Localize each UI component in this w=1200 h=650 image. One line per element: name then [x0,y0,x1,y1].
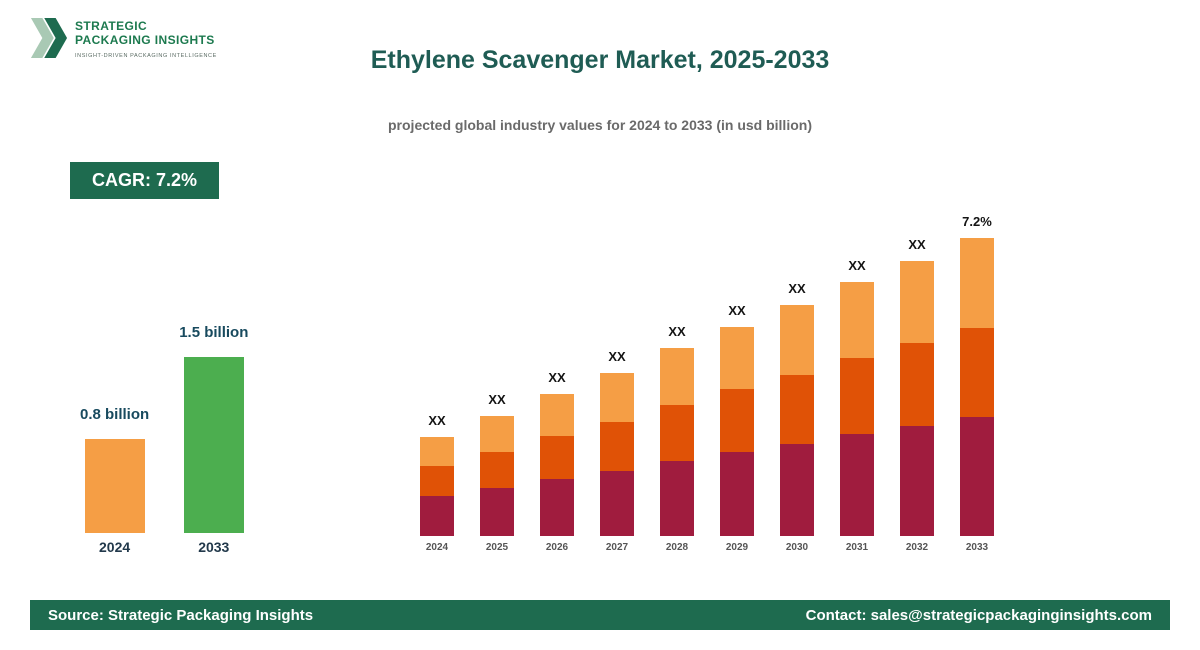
bar-segment-bottom [720,452,754,536]
growth-value-label: 1.5 billion [179,324,249,341]
bar-segment-bottom [900,426,934,536]
footer-contact: Contact: sales@strategicpackaginginsight… [805,606,1152,624]
stacked-bar-group: XX 2030 [780,281,814,553]
stacked-bar-group: XX 2026 [540,370,574,553]
cagr-badge: CAGR: 7.2% [70,162,220,199]
stacked-bar [960,238,994,536]
brand-logo: STRATEGIC PACKAGING INSIGHTS INSIGHT-DRI… [30,14,217,62]
bar-segment-bottom [600,471,634,536]
bar-segment-top [660,348,694,405]
stacked-bar-group: 7.2% 2033 [960,214,994,553]
bar-segment-top [720,327,754,389]
brand-logo-text: STRATEGIC PACKAGING INSIGHTS INSIGHT-DRI… [75,14,217,59]
stacked-bar [720,327,754,536]
stacked-year-label: 2024 [425,542,449,553]
stacked-bar-group: XX 2025 [480,392,514,553]
footer-source: Source: Strategic Packaging Insights [48,606,314,624]
footer-bar: Source: Strategic Packaging Insights Con… [30,600,1170,630]
bar-segment-middle [600,422,634,471]
bar-segment-top [600,373,634,422]
page-subtitle: projected global industry values for 202… [388,117,812,133]
stacked-bar-group: XX 2031 [840,258,874,553]
stacked-bar-group: XX 2028 [660,324,694,553]
bar-segment-middle [420,466,454,496]
bar-segment-top [480,416,514,452]
double-chevron-logo-icon [30,18,68,58]
bar-value-label: XX [608,349,626,364]
brand-name-line2: PACKAGING INSIGHTS [75,32,215,47]
growth-year-label: 2024 [99,539,131,555]
stacked-bar [420,437,454,536]
bar-value-label: XX [488,392,506,407]
bar-segment-top [540,394,574,436]
stacked-bar [840,282,874,536]
bar-segment-top [420,437,454,466]
bar-segment-middle [780,375,814,444]
stacked-year-label: 2027 [605,542,629,553]
bar-segment-middle [840,358,874,434]
brand-tagline: INSIGHT-DRIVEN PACKAGING INTELLIGENCE [75,52,217,59]
growth-value-label: 0.8 billion [80,406,150,423]
bar-value-label: XX [908,237,926,252]
stacked-bar-group: XX 2027 [600,349,634,553]
stacked-bar [600,373,634,536]
bar-segment-bottom [420,496,454,536]
growth-bar-group: 1.5 billion 2033 [179,324,248,555]
bar-segment-middle [480,452,514,488]
bar-value-label: XX [728,303,746,318]
bar-segment-bottom [660,461,694,536]
stacked-chart: XX 2024 XX 2025 XX 2026 XX 2027 XX 2028 XX 2029 XX 20… [420,214,994,553]
bar-segment-top [960,238,994,328]
stacked-bar [660,348,694,536]
stacked-year-label: 2032 [905,542,929,553]
stacked-year-label: 2031 [845,542,869,553]
bar-segment-middle [960,328,994,417]
stacked-bar-group: XX 2032 [900,237,934,553]
stacked-year-label: 2030 [785,542,809,553]
bar-value-label: 7.2% [962,214,992,229]
stacked-bar [900,261,934,536]
bar-value-label: XX [428,413,446,428]
stacked-year-label: 2026 [545,542,569,553]
bar-value-label: XX [848,258,866,273]
bar-segment-bottom [480,488,514,536]
stacked-year-label: 2025 [485,542,509,553]
growth-year-label: 2033 [198,539,230,555]
bar-segment-middle [660,405,694,461]
stacked-bar [780,305,814,536]
stacked-bar-group: XX 2024 [420,413,454,553]
bar-segment-bottom [540,479,574,536]
growth-chart: 0.8 billion 2024 1.5 billion 2033 [80,324,248,555]
page-title: Ethylene Scavenger Market, 2025-2033 [370,46,830,74]
bar-segment-bottom [780,444,814,536]
bar-value-label: XX [788,281,806,296]
growth-bar [84,439,145,533]
bar-segment-bottom [840,434,874,536]
stacked-year-label: 2029 [725,542,749,553]
bar-segment-middle [900,343,934,426]
bar-segment-top [900,261,934,343]
bar-segment-top [780,305,814,375]
bar-value-label: XX [548,370,566,385]
stacked-bar-group: XX 2029 [720,303,754,553]
growth-bar [183,357,244,533]
stacked-bar [540,394,574,536]
bar-segment-middle [540,436,574,479]
stacked-year-label: 2028 [665,542,689,553]
bar-segment-middle [720,389,754,452]
bar-segment-bottom [960,417,994,536]
growth-bar-group: 0.8 billion 2024 [80,406,149,555]
bar-segment-top [840,282,874,358]
stacked-bar [480,416,514,536]
brand-name-line1: STRATEGIC [75,19,148,33]
bar-value-label: XX [668,324,686,339]
stacked-year-label: 2033 [965,542,989,553]
